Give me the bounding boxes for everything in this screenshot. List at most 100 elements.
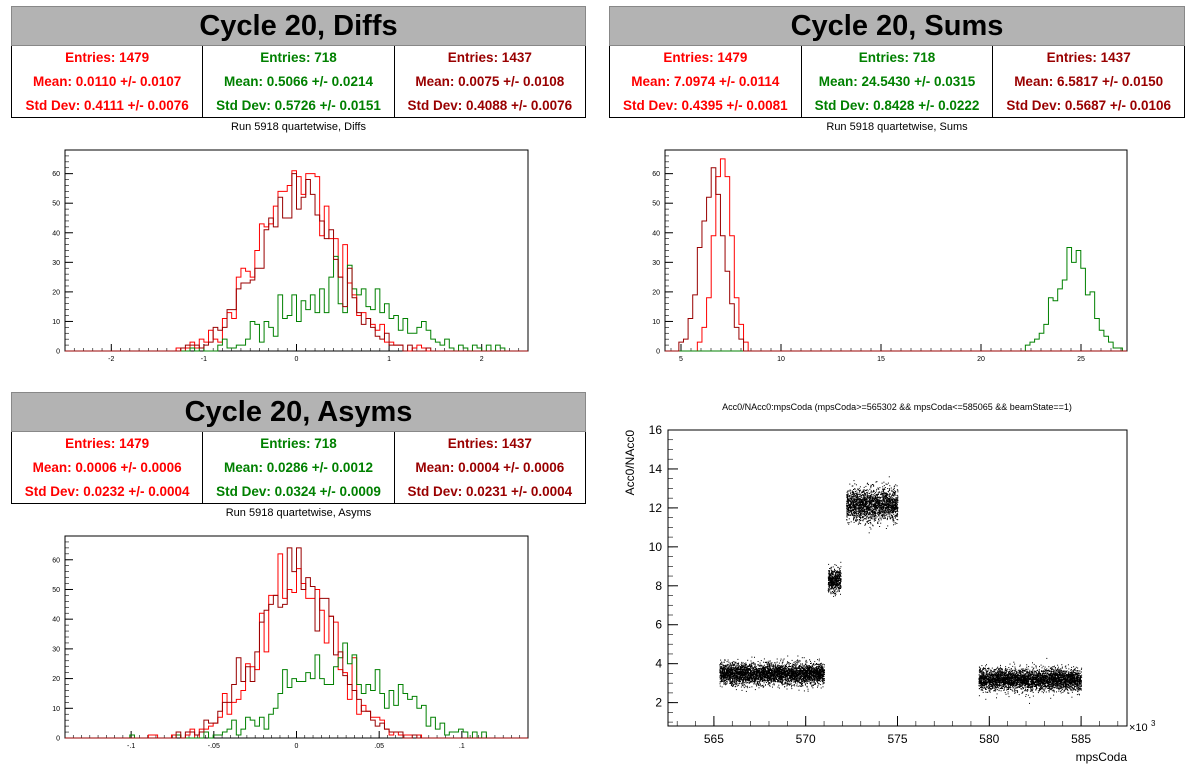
scatter-point <box>812 675 814 677</box>
scatter-point <box>766 671 768 673</box>
scatter-point <box>779 667 781 669</box>
scatter-point <box>763 667 764 669</box>
scatter-point <box>760 673 762 675</box>
scatter-point <box>745 671 747 672</box>
scatter-point <box>724 674 726 676</box>
scatter-point <box>771 672 773 674</box>
scatter-point <box>789 674 791 676</box>
scatter-point <box>785 682 787 684</box>
scatter-point <box>734 667 736 669</box>
scatter-point <box>765 675 767 677</box>
scatter-point <box>787 655 789 657</box>
scatter-point <box>819 671 821 673</box>
scatter-point <box>767 673 769 675</box>
scatter-point <box>763 658 765 660</box>
scatter-point <box>747 668 749 670</box>
scatter-point <box>809 667 811 669</box>
scatter-point <box>835 582 837 584</box>
scatter-point <box>771 678 773 680</box>
scatter-point <box>749 678 751 679</box>
scatter-point <box>799 679 801 681</box>
scatter-point <box>785 669 787 671</box>
scatter-point <box>833 593 835 595</box>
scatter-point <box>768 661 769 663</box>
scatter-point <box>829 578 831 580</box>
scatter-point <box>828 563 830 565</box>
scatter-point <box>831 585 833 587</box>
scatter-point <box>730 664 732 666</box>
scatter-point <box>808 675 810 677</box>
scatter-point <box>806 671 808 673</box>
scatter-point <box>803 657 805 659</box>
scatter-point <box>793 681 795 683</box>
scatter-point <box>729 682 731 684</box>
scatter-point <box>808 678 810 680</box>
scatter-point <box>725 665 727 667</box>
scatter-point <box>725 683 727 685</box>
asyms-title: Cycle 20, Asyms <box>11 392 586 432</box>
scatter-point <box>731 673 733 675</box>
scatter-point <box>736 667 738 669</box>
scatter-point <box>739 678 741 680</box>
asyms-stats-box: Entries: 1479 Mean: 0.0006 +/- 0.0006 St… <box>11 432 586 504</box>
scatter-point <box>815 668 817 670</box>
scatter-point <box>793 664 794 665</box>
scatter-point <box>770 676 772 678</box>
sums-stats-green: Entries: 718 Mean: 24.5430 +/- 0.0315 St… <box>802 46 994 117</box>
scatter-point <box>796 667 798 669</box>
scatter-point <box>834 586 836 588</box>
scatter-point <box>814 661 816 663</box>
scatter-point <box>811 681 813 683</box>
scatter-point <box>836 571 838 573</box>
scatter-point <box>805 680 807 682</box>
scatter-point <box>810 670 812 672</box>
scatter-point <box>829 575 831 577</box>
scatter-point <box>792 671 794 673</box>
scatter-point <box>813 672 815 674</box>
scatter-point <box>830 584 832 586</box>
scatter-point <box>756 671 758 673</box>
scatter-point <box>831 582 833 584</box>
scatter-point <box>780 666 782 668</box>
scatter-point <box>763 671 765 673</box>
scatter-point <box>738 666 739 668</box>
scatter-point <box>791 666 793 668</box>
scatter-point <box>828 582 829 583</box>
scatter-point <box>748 674 750 676</box>
scatter-point <box>847 493 849 495</box>
scatter-point <box>761 678 763 680</box>
scatter-point <box>738 668 740 670</box>
y-tick-label: 60 <box>52 171 60 178</box>
scatter-point <box>830 573 832 575</box>
scatter-point <box>760 679 762 681</box>
scatter-point <box>756 675 758 677</box>
scatter-point <box>822 681 824 683</box>
scatter-point <box>804 676 805 678</box>
scatter-point <box>742 668 744 670</box>
scatter-point <box>808 681 810 683</box>
scatter-point <box>836 575 838 577</box>
scatter-point <box>736 682 738 684</box>
scatter-point <box>815 667 817 669</box>
scatter-point <box>756 669 758 671</box>
scatter-point <box>805 660 807 662</box>
scatter-point <box>735 669 737 671</box>
scatter-point <box>731 671 733 673</box>
scatter-point <box>762 672 764 674</box>
scatter-point <box>818 673 820 675</box>
stat-entries: Entries: 1479 <box>663 50 748 66</box>
scatter-point <box>753 683 755 685</box>
scatter-point <box>760 677 762 679</box>
scatter-point <box>762 674 764 676</box>
scatter-point <box>772 674 774 676</box>
scatter-point <box>835 572 836 574</box>
scatter-point <box>786 678 788 679</box>
stat-entries: Entries: 1437 <box>447 436 532 452</box>
scatter-point <box>780 681 782 683</box>
scatter-point <box>819 666 820 667</box>
scatter-point <box>895 508 897 510</box>
scatter-point <box>759 672 761 674</box>
scatter-point <box>833 590 835 592</box>
scatter-point <box>814 669 816 671</box>
scatter-point <box>781 671 783 673</box>
